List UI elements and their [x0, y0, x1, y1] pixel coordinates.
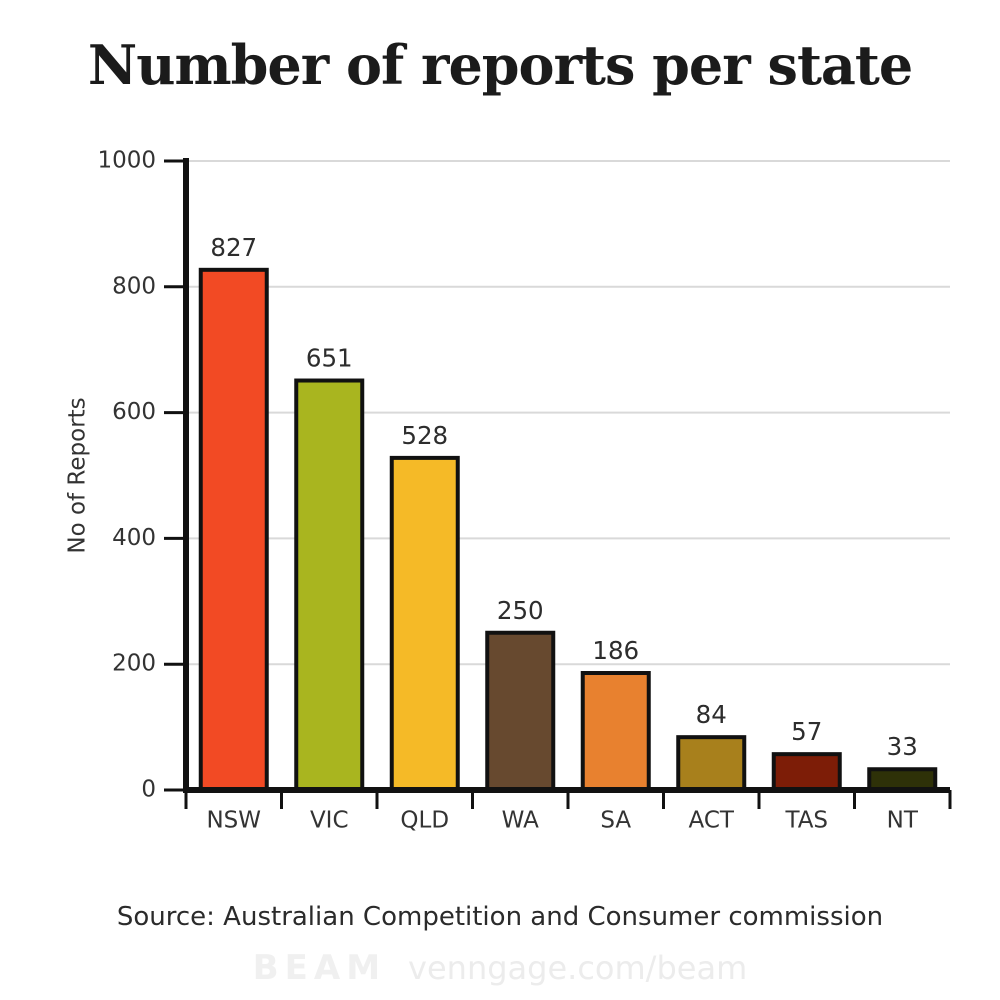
- bar-value-label-TAS: 57: [791, 717, 822, 746]
- y-tick-label-0: 0: [141, 777, 156, 803]
- bar-value-label-ACT: 84: [696, 700, 727, 729]
- bar-value-label-VIC: 651: [306, 344, 353, 373]
- x-category-label-SA: SA: [600, 808, 631, 834]
- bar-NT: [867, 767, 938, 792]
- bar-value-label-NT: 33: [887, 732, 918, 761]
- bar-value-label-NSW: 827: [210, 233, 257, 262]
- x-category-label-ACT: ACT: [689, 808, 735, 834]
- source-text: Source: Australian Competition and Consu…: [116, 902, 884, 932]
- y-tick-label-400: 400: [112, 525, 156, 551]
- bar-value-label-SA: 186: [592, 636, 639, 665]
- bar-ACT: [676, 735, 747, 792]
- x-category-label-TAS: TAS: [784, 808, 828, 834]
- bar-TAS: [771, 752, 842, 792]
- x-category-label-NSW: NSW: [206, 808, 261, 834]
- bar-SA: [580, 671, 651, 792]
- y-tick-label-200: 200: [112, 651, 156, 677]
- x-category-label-VIC: VIC: [310, 808, 349, 834]
- bar-QLD: [389, 455, 460, 792]
- x-category-label-NT: NT: [887, 808, 919, 834]
- bar-value-label-QLD: 528: [401, 421, 448, 450]
- watermark-url: venngage.com/beam: [408, 949, 748, 987]
- watermark-brand-logo: BEAM: [252, 948, 387, 988]
- y-tick-label-800: 800: [112, 273, 156, 299]
- bar-NSW: [198, 267, 269, 792]
- watermark: BEAM venngage.com/beam: [0, 948, 1000, 988]
- x-category-label-QLD: QLD: [400, 808, 449, 834]
- y-tick-label-600: 600: [112, 399, 156, 425]
- chart-title: Number of reports per state: [87, 33, 913, 97]
- y-axis-title: No of Reports: [65, 397, 91, 553]
- bar-value-label-WA: 250: [497, 596, 544, 625]
- bar-WA: [485, 630, 556, 792]
- y-tick-label-1000: 1000: [97, 148, 156, 174]
- bar-VIC: [294, 378, 365, 792]
- x-category-label-WA: WA: [502, 808, 539, 834]
